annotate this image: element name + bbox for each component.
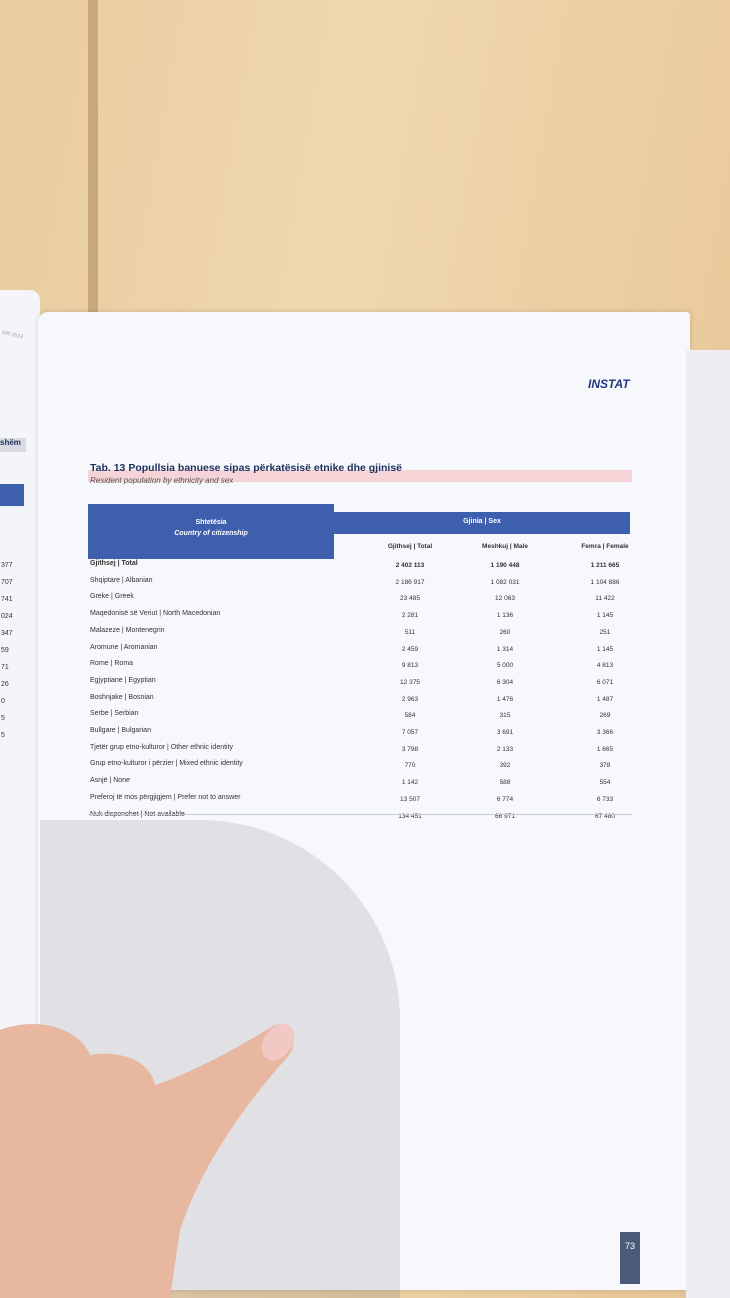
left-header-bar (0, 484, 24, 506)
row-label: Maqedonisë së Veriut | North Macedonian (90, 610, 221, 618)
cell-value: 13 507 (400, 795, 420, 803)
left-number: 347 (1, 630, 13, 637)
header-cell: Gjinia | Sex (334, 512, 630, 534)
page-number: 73 (620, 1232, 640, 1284)
cell-value: 1 136 (496, 612, 514, 620)
left-number: 71 (1, 664, 9, 671)
table-rule (88, 814, 632, 815)
cell-value: 1 145 (596, 612, 614, 620)
cell-value: 588 (499, 779, 511, 787)
cell-value: 4 813 (596, 662, 614, 670)
cell-value: 7 057 (401, 729, 419, 736)
cell-value: 1 190 448 (490, 562, 520, 569)
cell-value: 12 375 (400, 678, 420, 686)
cell-value: 770 (404, 762, 416, 770)
cell-value: 584 (404, 712, 416, 720)
cell-value: 9 813 (401, 662, 419, 670)
cell-value: 5 000 (496, 662, 514, 670)
cell-value: 2 186 917 (395, 578, 425, 586)
row-label: Preferoj të mos përgjigjem | Prefer not … (90, 793, 241, 801)
cell-value: 1 211 665 (590, 562, 620, 569)
cell-value: 3 366 (596, 729, 614, 736)
page-edge (686, 350, 730, 1298)
cell-value: 1 314 (496, 645, 514, 653)
cell-value: 378 (599, 762, 611, 770)
row-label: Aromune | Aromanian (90, 643, 158, 651)
table-title: Tab. 13 Popullsia banuese sipas përkatës… (90, 462, 403, 474)
left-number: 59 (1, 647, 9, 654)
cell-value: 2 402 113 (395, 562, 425, 569)
cell-value: 11 422 (595, 595, 615, 603)
hand (0, 1023, 295, 1298)
header-cell: Shtetësia Country of citizenship (88, 504, 334, 559)
cell-value: 12 063 (495, 595, 515, 603)
cell-value: 260 (499, 628, 511, 636)
row-label: Shqiptare | Albanian (90, 576, 153, 584)
cell-value: 67 480 (595, 812, 615, 820)
left-page: ERI 2023 shëm 377 707 741 024 347 59 71 26 0 5 5 (0, 290, 40, 1030)
cell-value: 2 459 (401, 645, 419, 653)
row-label: Malazeze | Montenegrin (90, 626, 165, 634)
left-number: 0 (1, 698, 5, 705)
cell-value: 1 104 886 (590, 578, 620, 586)
left-number: 5 (1, 732, 5, 739)
row-label: Serbe | Serbian (90, 710, 139, 718)
header-text: Gjinia | Sex (463, 518, 501, 525)
column-header: Meshkuj | Male (482, 543, 528, 550)
cell-value: 134 451 (398, 812, 422, 820)
header-text: Shtetësia (195, 519, 227, 526)
column-header: Femra | Female (581, 543, 629, 550)
cell-value: 1 665 (596, 745, 614, 753)
cell-value: 2 963 (401, 695, 419, 703)
cell-value: 3 691 (496, 729, 514, 736)
left-number: 707 (1, 579, 13, 586)
row-label: Bullgare | Bulgarian (90, 727, 151, 734)
left-number: 741 (1, 596, 13, 603)
cell-value: 66 971 (495, 812, 515, 820)
logo: INSTAT (588, 377, 630, 391)
cell-value: 269 (599, 712, 611, 720)
column-header: Gjithsej | Total (387, 543, 433, 550)
cell-value: 1 487 (596, 695, 614, 703)
cell-value: 6 071 (596, 678, 614, 686)
row-label: Egjyptiane | Egyptian (90, 676, 156, 684)
cell-value: 554 (599, 779, 611, 787)
cell-value: 1 476 (496, 695, 514, 703)
title-bar (88, 470, 632, 482)
row-label: Grup etno-kulturor i përzier | Mixed eth… (90, 760, 243, 768)
cell-value: 1 142 (401, 779, 419, 787)
cell-value: 315 (499, 712, 511, 720)
row-label: Tjetër grup etno-kulturor | Other ethnic… (90, 743, 234, 751)
cell-value: 2 133 (496, 745, 514, 753)
row-label: Asnjë | None (90, 777, 130, 785)
left-number: 377 (1, 562, 13, 569)
cell-value: 1 145 (596, 645, 614, 653)
row-label: Rome | Roma (90, 660, 134, 668)
header-text: Country of citizenship (174, 530, 248, 537)
cell-value: 511 (404, 628, 416, 636)
table-edge (88, 0, 98, 330)
left-number: 024 (1, 613, 13, 620)
cell-value: 6 774 (496, 795, 514, 803)
left-number: 26 (1, 681, 9, 688)
table-subtitle: Resident population by ethnicity and sex (90, 476, 234, 485)
cell-value: 23 485 (400, 595, 420, 603)
left-header: ERI 2023 (1, 329, 24, 341)
cell-value: 2 281 (401, 612, 419, 620)
cell-value: 392 (499, 762, 511, 770)
row-label: Gjithsej | Total (90, 560, 138, 567)
cell-value: 1 082 031 (490, 578, 520, 586)
row-label: Boshnjake | Bosnian (90, 693, 154, 701)
row-label: Greke | Greek (90, 593, 134, 601)
fingernail (261, 1023, 295, 1061)
cell-value: 251 (599, 628, 611, 636)
cell-value: 6 733 (596, 795, 614, 803)
hand-shape (0, 1024, 294, 1298)
cell-value: 6 304 (496, 678, 514, 686)
cell-value: 3 798 (401, 745, 419, 753)
left-number: 5 (1, 715, 5, 722)
left-tab: shëm (0, 438, 26, 452)
